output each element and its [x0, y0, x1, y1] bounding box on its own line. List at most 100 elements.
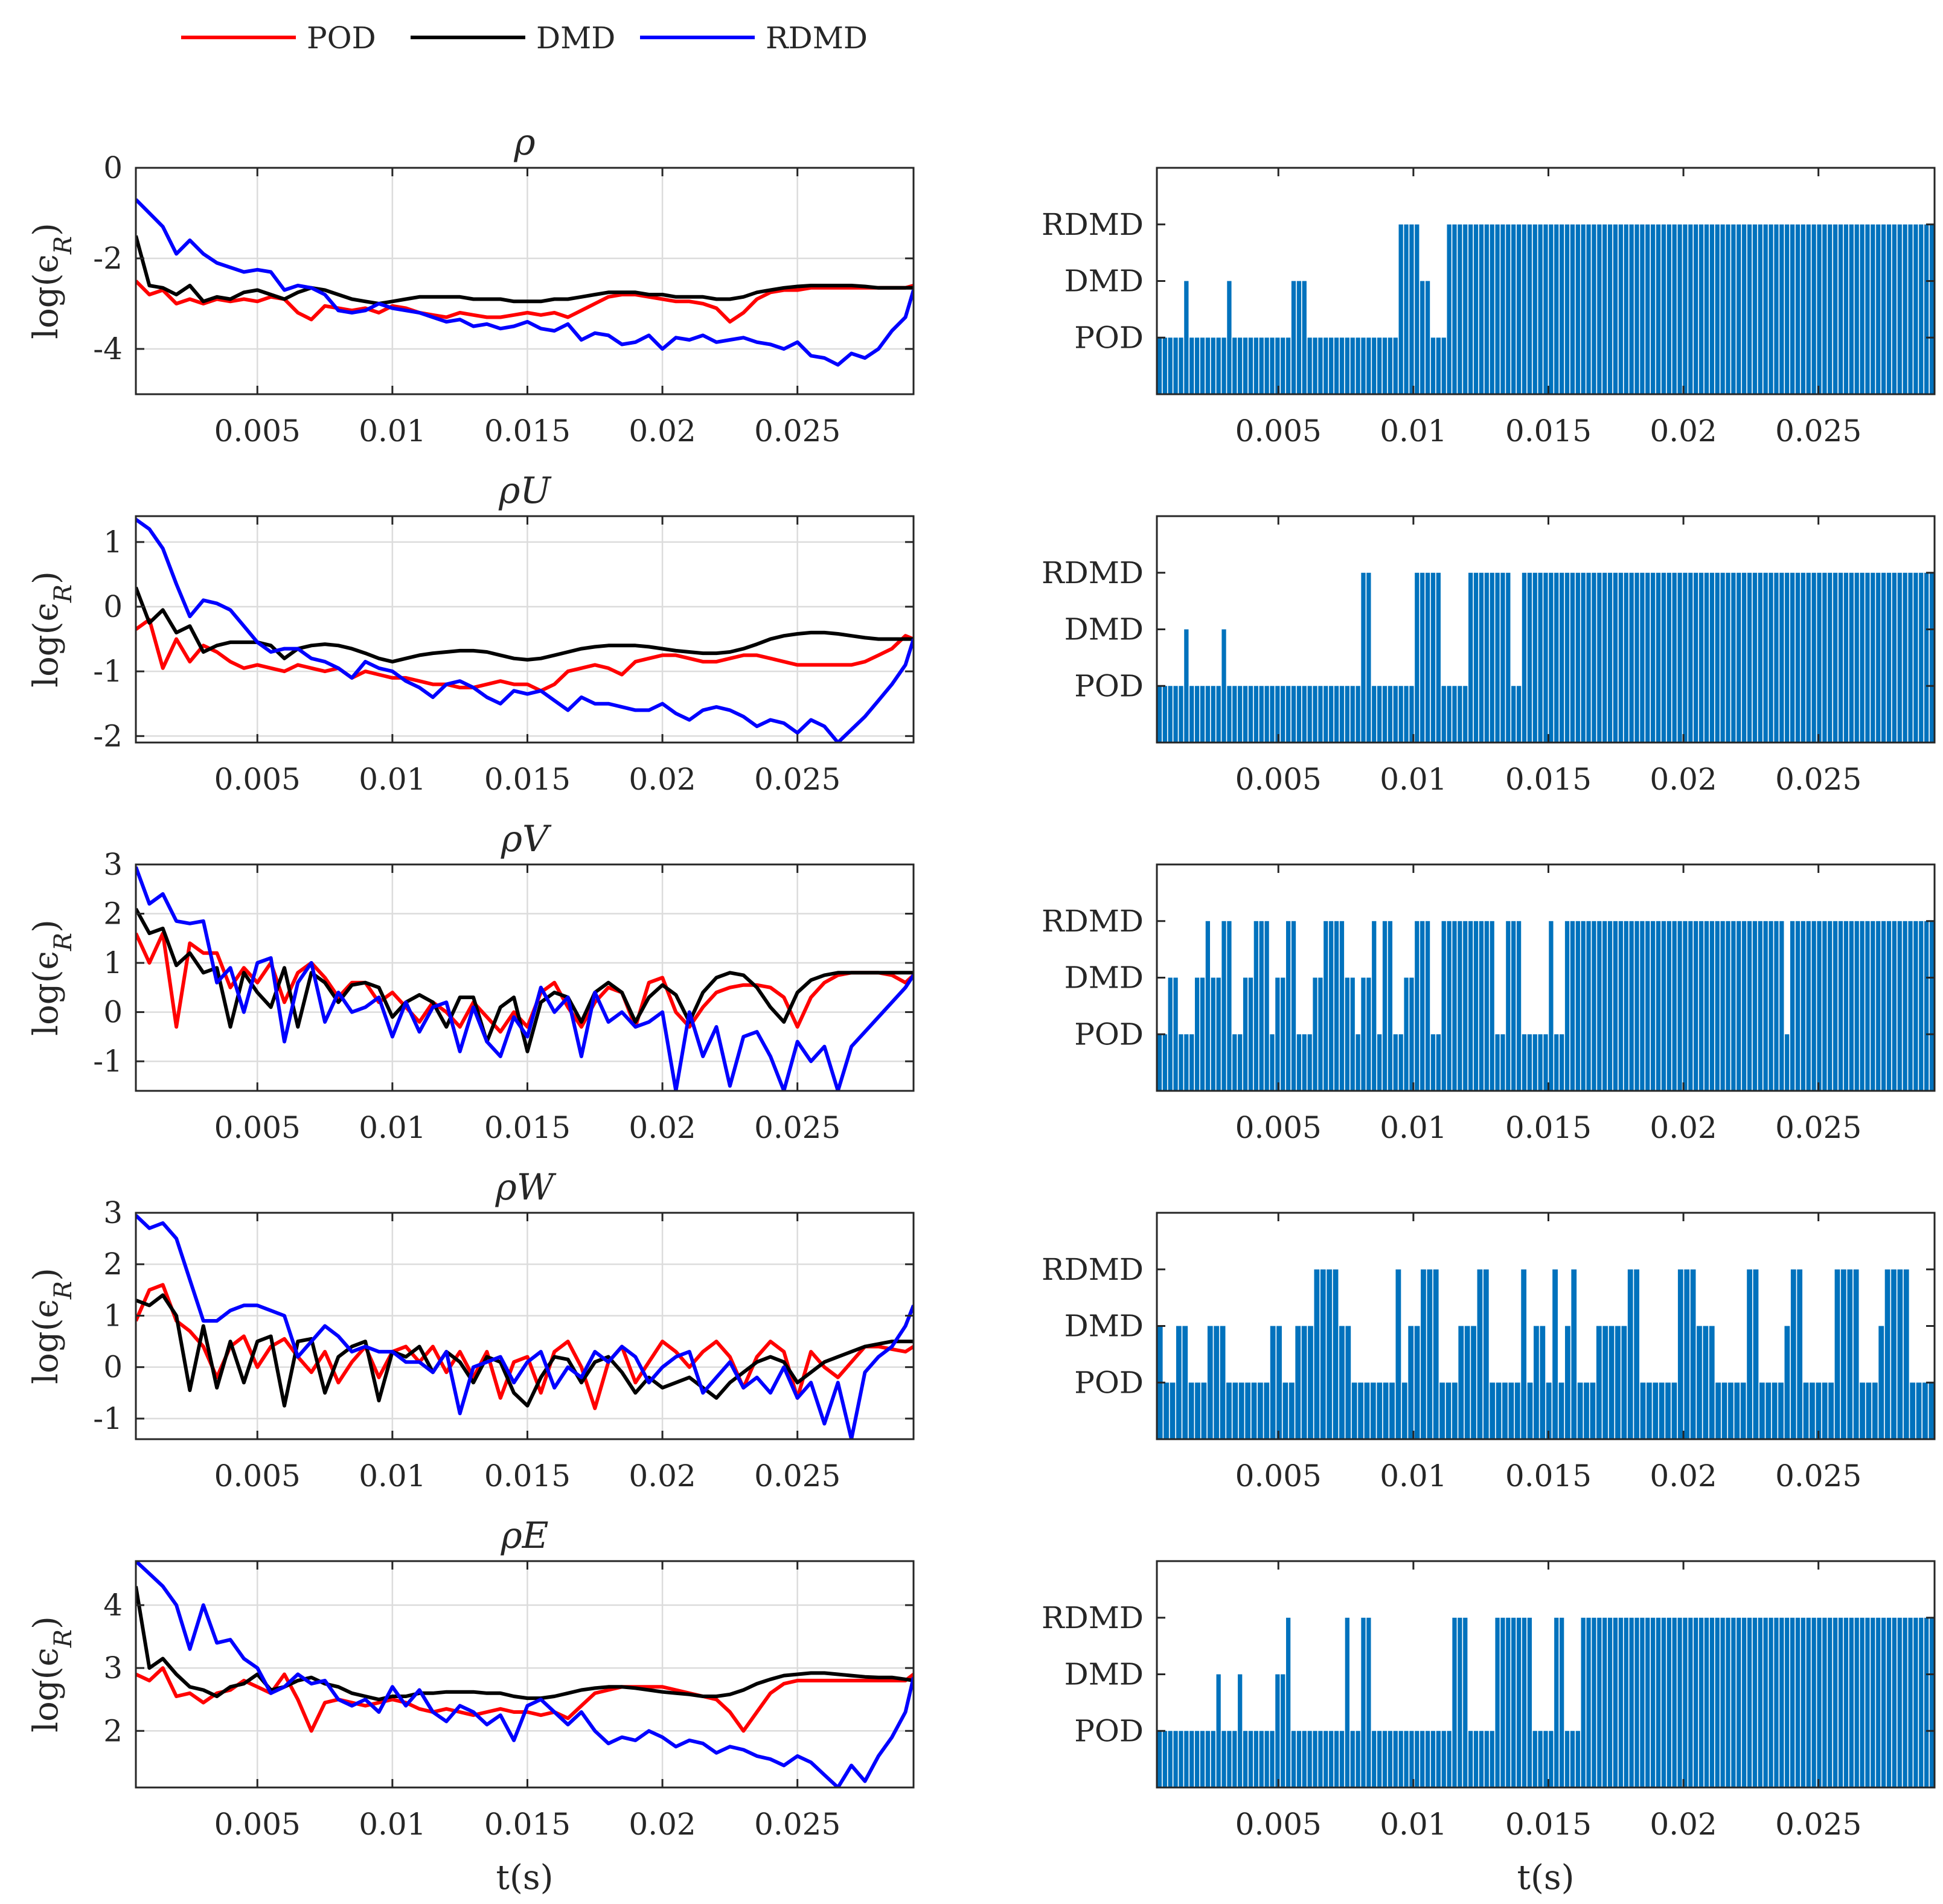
x-tick-label: 0.015: [484, 762, 571, 797]
bar-pod: [1372, 1731, 1377, 1787]
bar-rdmd: [1618, 1617, 1623, 1787]
bar-pod: [1356, 337, 1360, 394]
bar-pod: [1558, 1382, 1564, 1439]
data-layer: [1157, 572, 1935, 743]
x-tick-label: 0.01: [1380, 1110, 1447, 1145]
bar-rdmd: [1672, 224, 1677, 394]
bar-pod: [1366, 337, 1371, 394]
bar-pod: [1339, 1731, 1345, 1787]
bar-dmd: [1596, 1326, 1602, 1439]
bar-rdmd: [1452, 224, 1457, 394]
bar-rdmd: [1865, 921, 1870, 1091]
bar-rdmd: [1618, 921, 1623, 1091]
bar-pod: [1281, 337, 1285, 394]
bar-pod: [1803, 1382, 1809, 1439]
bar-rdmd: [1865, 572, 1870, 743]
bar-rdmd: [1549, 224, 1554, 394]
bar-rdmd: [1677, 1269, 1683, 1439]
bar-rdmd: [1758, 921, 1762, 1091]
bar-dmd: [1281, 977, 1285, 1091]
bar-pod: [1264, 1731, 1269, 1787]
y-tick-label: -1: [93, 654, 123, 689]
bar-rdmd: [1924, 572, 1929, 743]
y-tick-label: RDMD: [1042, 1252, 1144, 1287]
bar-pod: [1383, 1382, 1389, 1439]
x-tick-label: 0.025: [1775, 1110, 1861, 1145]
bar-rdmd: [1666, 1617, 1671, 1787]
bar-rdmd: [1785, 1617, 1790, 1787]
bar-rdmd: [1564, 921, 1570, 1091]
bar-rdmd: [1613, 921, 1618, 1091]
bar-rdmd: [1871, 572, 1875, 743]
bar-rdmd: [1511, 1617, 1516, 1787]
bar-dmd: [1408, 1326, 1414, 1439]
bar-rdmd: [1817, 572, 1822, 743]
bar-rdmd: [1763, 224, 1768, 394]
bar-pod: [1415, 1731, 1420, 1787]
bar-rdmd: [1602, 224, 1607, 394]
bar-dmd: [1182, 1326, 1188, 1439]
bar-rdmd: [1511, 224, 1516, 394]
bar-rdmd: [1688, 1617, 1693, 1787]
bar-rdmd: [1876, 1617, 1881, 1787]
bar-pod: [1398, 1034, 1403, 1091]
bar-rdmd: [1795, 572, 1801, 743]
bar-pod: [1404, 1731, 1409, 1787]
bar-rdmd: [1881, 921, 1886, 1091]
bar-rdmd: [1334, 921, 1339, 1091]
bar-pod: [1554, 1034, 1559, 1091]
y-axis-label-close: ): [27, 223, 66, 236]
bar-rdmd: [1538, 224, 1543, 394]
bar-pod: [1238, 1034, 1243, 1091]
bar-pod: [1205, 337, 1211, 394]
y-axis-label-close: ): [27, 571, 66, 584]
panel-title: ρE: [500, 1515, 548, 1557]
bar-rdmd: [1458, 921, 1462, 1091]
bar-pod: [1532, 1731, 1537, 1787]
bar-rdmd: [1651, 224, 1656, 394]
bar-dmd: [1211, 977, 1215, 1091]
bar-rdmd: [1795, 1617, 1801, 1787]
bar-rdmd: [1597, 572, 1602, 743]
bar-rdmd: [1345, 1617, 1349, 1787]
bar-rdmd: [1769, 921, 1773, 1091]
bar-rdmd: [1581, 224, 1586, 394]
bar-rdmd: [1795, 224, 1801, 394]
bar-pod: [1345, 686, 1349, 743]
bar-rdmd: [1458, 224, 1462, 394]
x-tick-label: 0.005: [214, 1807, 301, 1842]
bar-pod: [1164, 1382, 1169, 1439]
bar-rdmd: [1495, 1617, 1500, 1787]
bar-pod: [1929, 1382, 1935, 1439]
bar-rdmd: [1774, 572, 1779, 743]
bar-rdmd: [1853, 1269, 1859, 1439]
bar-rdmd: [1849, 224, 1854, 394]
bar-pod: [1307, 1034, 1312, 1091]
bar-pod: [1484, 1731, 1489, 1787]
bar-pod: [1575, 1731, 1580, 1787]
bar-rdmd: [1516, 921, 1522, 1091]
bar-rdmd: [1607, 1617, 1613, 1787]
bar-dmd: [1227, 281, 1232, 394]
y-tick-label: -4: [93, 331, 123, 366]
bar-dmd: [1313, 977, 1317, 1091]
bar-rdmd: [1747, 921, 1752, 1091]
bar-pod: [1179, 337, 1183, 394]
bar-rdmd: [1731, 224, 1736, 394]
bar-rdmd: [1495, 572, 1500, 743]
bar-rdmd: [1847, 1269, 1853, 1439]
y-tick-label: RDMD: [1042, 904, 1144, 939]
x-tick-label: 0.005: [1235, 1807, 1322, 1842]
bar-rdmd: [1758, 572, 1762, 743]
bar-rdmd: [1779, 224, 1784, 394]
error-line-chart-1: ρ log(ϵR) 0.005 0.01 0.015 0.02 0.025 0 -2 -4: [27, 121, 915, 449]
bar-rdmd: [1860, 224, 1865, 394]
bar-pod: [1264, 337, 1269, 394]
bar-pod: [1334, 686, 1339, 743]
bar-dmd: [1291, 281, 1296, 394]
bar-pod: [1259, 686, 1264, 743]
bar-pod: [1302, 686, 1307, 743]
bar-pod: [1543, 1034, 1548, 1091]
bar-rdmd: [1849, 921, 1854, 1091]
